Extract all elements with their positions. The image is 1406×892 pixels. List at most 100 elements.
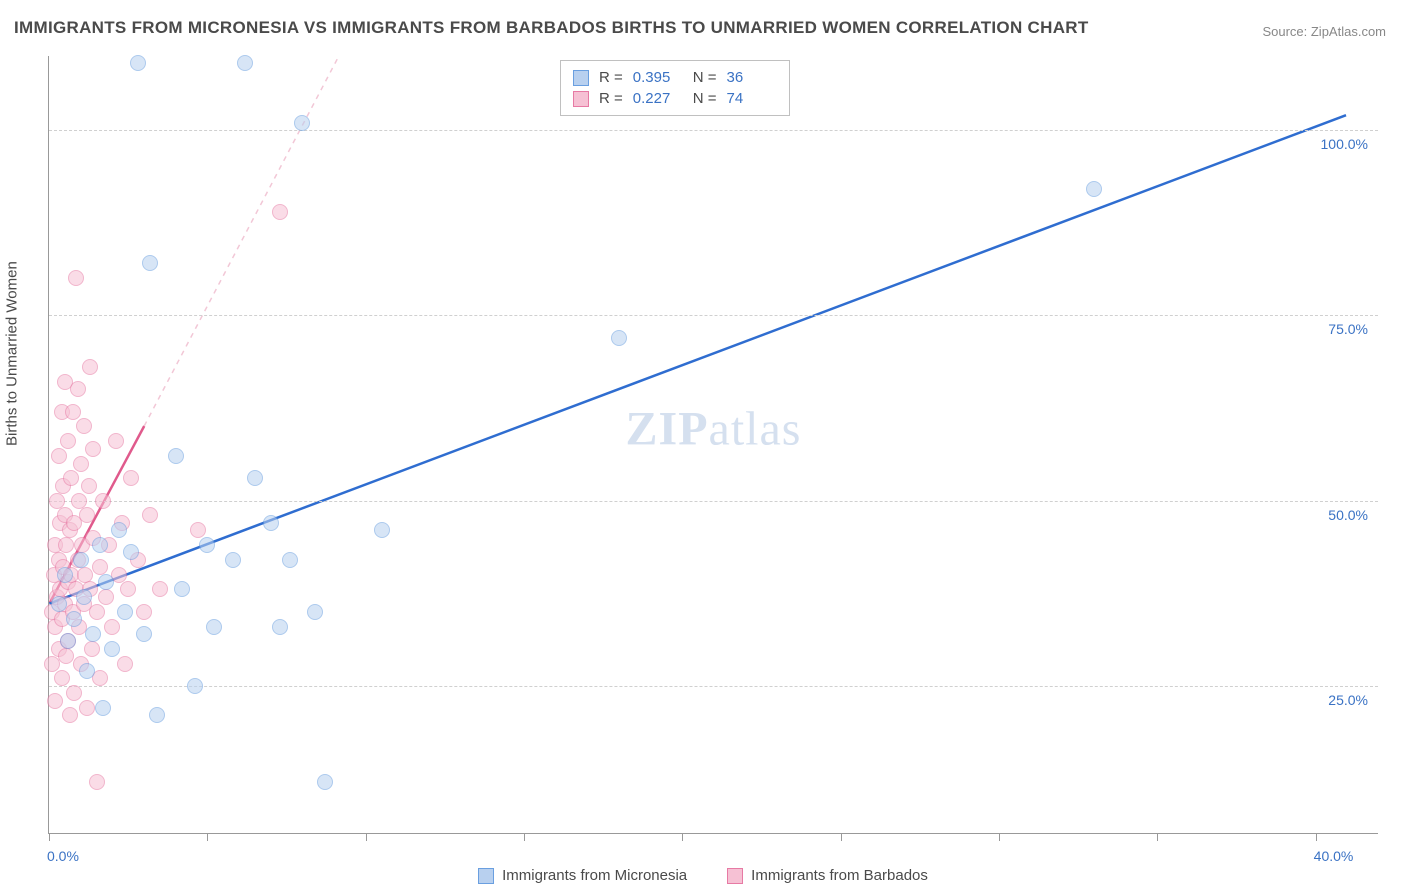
scatter-point-micronesia [237,55,253,71]
y-gridline [49,315,1378,316]
y-gridline [49,130,1378,131]
scatter-point-barbados [47,693,63,709]
n-value-micronesia: 36 [727,69,777,86]
y-gridline [49,501,1378,502]
scatter-point-barbados [81,478,97,494]
scatter-point-micronesia [247,470,263,486]
stats-row-barbados: R = 0.227 N = 74 [573,88,777,109]
scatter-point-barbados [190,522,206,538]
scatter-point-barbados [104,619,120,635]
scatter-point-barbados [76,418,92,434]
scatter-point-micronesia [142,255,158,271]
scatter-point-micronesia [111,522,127,538]
scatter-point-micronesia [317,774,333,790]
x-tick [207,833,208,841]
y-tick-label: 25.0% [1328,692,1368,708]
trend-lines-layer [49,56,1378,833]
scatter-point-barbados [79,700,95,716]
scatter-point-micronesia [307,604,323,620]
scatter-point-barbados [66,685,82,701]
scatter-point-micronesia [60,633,76,649]
scatter-point-micronesia [1086,181,1102,197]
source-label: Source: ZipAtlas.com [1262,24,1386,39]
legend-item-barbados: Immigrants from Barbados [727,867,928,884]
scatter-point-micronesia [272,619,288,635]
scatter-point-barbados [85,441,101,457]
scatter-point-micronesia [79,663,95,679]
legend-label-micronesia: Immigrants from Micronesia [502,867,687,884]
legend-item-micronesia: Immigrants from Micronesia [478,867,687,884]
scatter-point-micronesia [66,611,82,627]
scatter-point-micronesia [149,707,165,723]
scatter-point-barbados [49,493,65,509]
watermark: ZIPatlas [626,401,802,456]
trend-line [144,56,397,426]
scatter-point-micronesia [85,626,101,642]
plot-area: ZIPatlas 25.0%50.0%75.0%100.0%0.0%40.0% [48,56,1378,834]
scatter-point-micronesia [374,522,390,538]
x-tick [1157,833,1158,841]
scatter-point-barbados [89,604,105,620]
scatter-point-barbados [95,493,111,509]
scatter-point-micronesia [174,581,190,597]
swatch-micronesia-icon [478,868,494,884]
scatter-point-barbados [108,433,124,449]
scatter-point-barbados [92,559,108,575]
scatter-point-barbados [63,470,79,486]
r-label: R = [599,90,623,107]
x-tick-label: 0.0% [47,848,79,864]
scatter-point-micronesia [92,537,108,553]
x-tick [524,833,525,841]
scatter-point-micronesia [123,544,139,560]
chart-title: IMMIGRANTS FROM MICRONESIA VS IMMIGRANTS… [14,18,1089,38]
y-tick-label: 50.0% [1328,507,1368,523]
scatter-point-barbados [272,204,288,220]
scatter-point-barbados [65,404,81,420]
x-tick [49,833,50,841]
scatter-point-barbados [117,656,133,672]
x-tick-label: 40.0% [1314,848,1354,864]
scatter-point-barbados [71,493,87,509]
scatter-point-barbados [120,581,136,597]
scatter-point-micronesia [206,619,222,635]
stats-row-micronesia: R = 0.395 N = 36 [573,67,777,88]
scatter-point-micronesia [263,515,279,531]
r-label: R = [599,69,623,86]
scatter-point-barbados [123,470,139,486]
n-label: N = [693,69,717,86]
scatter-point-micronesia [168,448,184,464]
scatter-point-barbados [152,581,168,597]
r-value-micronesia: 0.395 [633,69,683,86]
watermark-atlas: atlas [709,402,802,455]
y-gridline [49,686,1378,687]
x-tick [999,833,1000,841]
scatter-point-barbados [82,359,98,375]
scatter-point-barbados [84,641,100,657]
x-tick [366,833,367,841]
scatter-point-micronesia [104,641,120,657]
scatter-point-barbados [70,381,86,397]
scatter-point-micronesia [117,604,133,620]
watermark-zip: ZIP [626,402,709,455]
y-tick-label: 100.0% [1321,136,1368,152]
scatter-point-barbados [51,448,67,464]
scatter-point-micronesia [95,700,111,716]
n-value-barbados: 74 [727,90,777,107]
scatter-point-barbados [62,707,78,723]
scatter-point-barbados [54,670,70,686]
scatter-point-micronesia [73,552,89,568]
n-label: N = [693,90,717,107]
scatter-point-micronesia [76,589,92,605]
trend-line [49,115,1346,603]
scatter-point-micronesia [57,567,73,583]
scatter-point-micronesia [199,537,215,553]
x-tick [682,833,683,841]
scatter-point-micronesia [51,596,67,612]
scatter-point-micronesia [130,55,146,71]
swatch-barbados-icon [573,91,589,107]
scatter-point-barbados [89,774,105,790]
swatch-barbados-icon [727,868,743,884]
scatter-point-micronesia [611,330,627,346]
scatter-point-barbados [136,604,152,620]
scatter-point-micronesia [282,552,298,568]
